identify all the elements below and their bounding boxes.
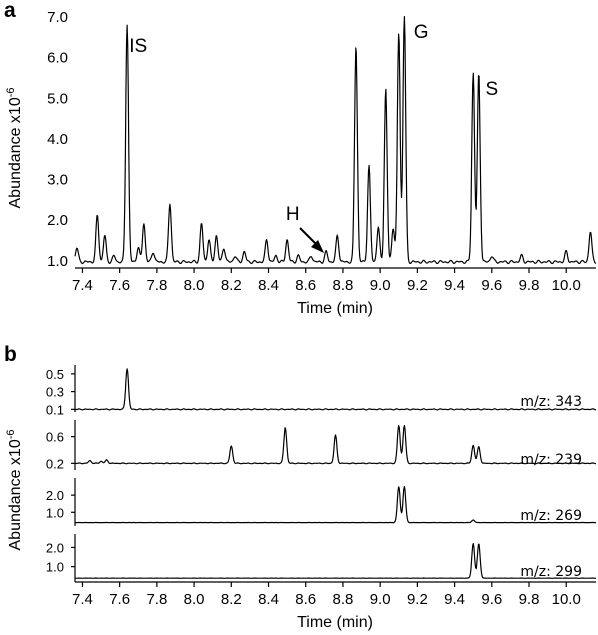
- peak-label-h: H: [286, 204, 300, 225]
- ion-trace-ytick-label: 2.0: [46, 488, 64, 503]
- panel-b-xtick-label: 8.0: [184, 591, 205, 608]
- panel-a-xtick-label: 9.0: [370, 277, 391, 294]
- panel-a-xtick-label: 9.6: [481, 277, 502, 294]
- panel-b-letter: b: [4, 343, 17, 366]
- panel-b-xlabel: Time (min): [297, 614, 373, 631]
- trace-group-1: 0.6 0.2 m/z: 239: [46, 420, 596, 471]
- series-label: m/z: 343: [520, 394, 582, 410]
- peak-label-s: S: [485, 79, 498, 100]
- ion-trace: [75, 486, 596, 524]
- panel-a-xtick-label: 7.4: [72, 277, 93, 294]
- series-label: m/z: 269: [520, 508, 582, 524]
- panel-a-xtick-label: 8.2: [221, 277, 242, 294]
- peak-label-g: G: [414, 22, 429, 43]
- panel-a-xtick-label: 8.0: [184, 277, 205, 294]
- panel-a-ylabel: Abundance x10-6: [5, 88, 24, 209]
- panel-a-tic-trace: [74, 16, 597, 265]
- panel-a-ytick-label: 5.0: [47, 90, 68, 107]
- panel-a-xtick-label: 7.6: [109, 277, 130, 294]
- panel-a-ytick-label: 2.0: [47, 212, 68, 229]
- panel-b-xtick-label: 9.4: [444, 591, 465, 608]
- panel-a-xtick-label: 9.4: [444, 277, 465, 294]
- trace-group-2: 2.0 1.0 m/z: 269: [46, 478, 596, 526]
- panel-a-letter: a: [4, 0, 16, 22]
- ion-trace-ytick-label: 0.5: [46, 367, 64, 382]
- panel-a-ytick-label: 7.0: [47, 9, 68, 26]
- panel-a-xtick-label: 10.0: [552, 277, 581, 294]
- panel-a: a Abundance x10-6 1.02.03.04.05.06.07.0 …: [4, 0, 597, 317]
- panel-b-xtick-label: 9.0: [370, 591, 391, 608]
- panel-b-xtick-label: 8.8: [333, 591, 354, 608]
- panel-a-ytick-label: 1.0: [47, 253, 68, 270]
- ion-trace-ytick-label: 0.3: [46, 385, 64, 400]
- panel-a-ytick-label: 6.0: [47, 50, 68, 67]
- ion-trace-ytick-label: 1.0: [46, 560, 64, 575]
- ion-trace-ytick-label: 0.1: [46, 402, 64, 417]
- panel-b-xtick-label: 9.2: [407, 591, 428, 608]
- panel-b-xtick-label: 8.6: [295, 591, 316, 608]
- panel-b-xtick-label: 9.8: [519, 591, 540, 608]
- ion-trace-ytick-label: 0.6: [46, 430, 64, 445]
- panel-b-xtick-label: 8.2: [221, 591, 242, 608]
- panel-b: b Abundance x10-6 0.50.30.1 m/z: 3430.60.…: [4, 343, 596, 631]
- peak-label-is: IS: [129, 36, 147, 57]
- panel-a-xtick-label: 9.2: [407, 277, 428, 294]
- panel-b-xtick-label: 9.6: [481, 591, 502, 608]
- panel-b-xtick-label: 7.4: [72, 591, 93, 608]
- series-label: m/z: 239: [520, 452, 582, 468]
- ion-trace: [75, 424, 596, 465]
- panel-a-xtick-label: 9.8: [519, 277, 540, 294]
- ion-trace-ytick-label: 2.0: [46, 540, 64, 555]
- panel-b-xtick-label: 7.8: [146, 591, 167, 608]
- ion-trace: [75, 543, 596, 579]
- panel-a-xtick-label: 8.8: [333, 277, 354, 294]
- panel-a-xtick-label: 8.4: [258, 277, 279, 294]
- panel-a-ytick-label: 4.0: [47, 131, 68, 148]
- panel-a-xlabel: Time (min): [297, 300, 373, 317]
- ion-trace-ytick-label: 0.2: [46, 456, 64, 471]
- panel-b-xtick-label: 7.6: [109, 591, 130, 608]
- trace-group-3: 2.0 1.0 m/z: 299: [46, 534, 596, 582]
- trace-group-0: 0.5 0.3 0.1 m/z: 343: [46, 365, 596, 417]
- ion-trace: [74, 368, 596, 411]
- panel-b-ylabel: Abundance x10-6: [5, 430, 24, 551]
- series-label: m/z: 299: [520, 564, 582, 580]
- panel-a-ytick-label: 3.0: [47, 172, 68, 189]
- ion-trace-ytick-label: 1.0: [46, 505, 64, 520]
- panel-b-xtick-label: 8.4: [258, 591, 279, 608]
- panel-b-xtick-label: 10.0: [552, 591, 581, 608]
- panel-a-xtick-label: 7.8: [146, 277, 167, 294]
- h-arrow: [299, 227, 324, 253]
- panel-a-xtick-label: 8.6: [295, 277, 316, 294]
